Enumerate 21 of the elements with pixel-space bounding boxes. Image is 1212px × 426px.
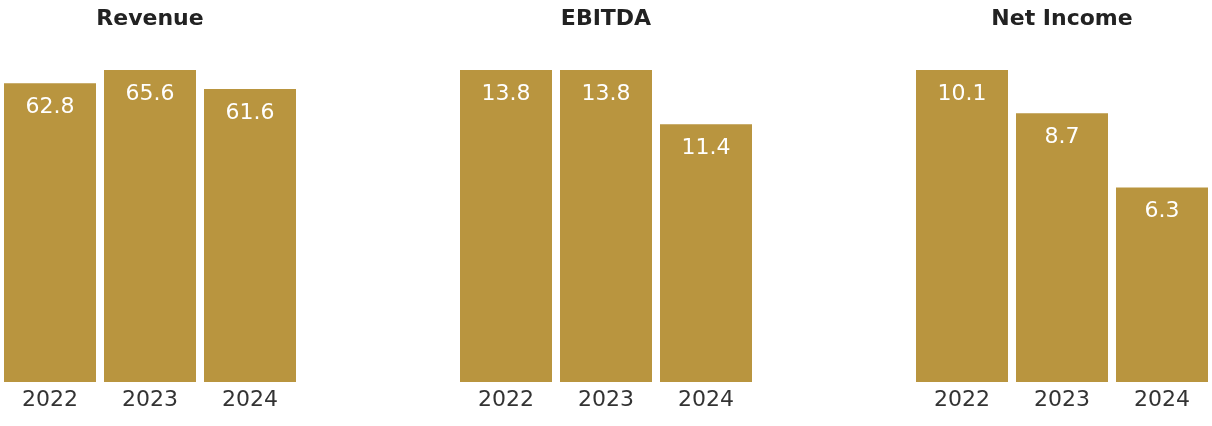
- chart-title: Revenue: [95, 4, 205, 32]
- chart-title: EBITDA: [559, 4, 653, 32]
- data-label: 65.6: [125, 79, 175, 105]
- x-tick-label: 2023: [578, 385, 634, 411]
- chart-title: Net Income: [990, 4, 1134, 32]
- x-tick-label: 2023: [122, 385, 178, 411]
- data-label: 10.1: [937, 79, 987, 105]
- x-tick-label: 2024: [222, 385, 278, 411]
- data-label: 13.8: [581, 79, 631, 105]
- data-label: 6.3: [1144, 197, 1180, 223]
- data-label: 13.8: [481, 79, 531, 105]
- data-label: 61.6: [225, 98, 275, 124]
- x-tick-label: 2022: [22, 385, 78, 411]
- x-tick-label: 2024: [678, 385, 734, 411]
- x-tick-label: 2022: [478, 385, 534, 411]
- data-label: 62.8: [25, 92, 75, 118]
- x-tick-label: 2022: [934, 385, 990, 411]
- data-label: 11.4: [681, 133, 731, 159]
- data-label: 8.7: [1044, 122, 1080, 148]
- x-tick-label: 2023: [1034, 385, 1090, 411]
- x-tick-label: 2024: [1134, 385, 1190, 411]
